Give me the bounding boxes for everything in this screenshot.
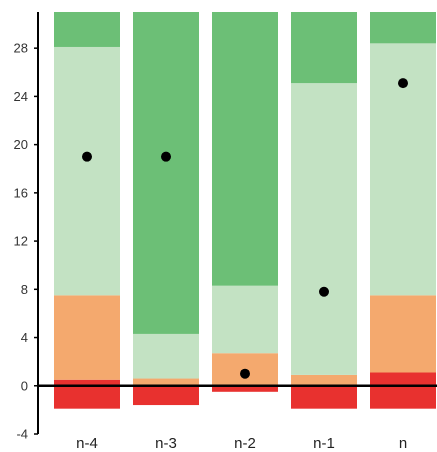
y-tick-label: -4	[16, 427, 28, 442]
bar-segment-n-1-2	[291, 83, 357, 375]
y-tick-label: 8	[21, 282, 28, 297]
bar-segment-n-1	[370, 295, 436, 373]
bar-segment-n-3	[370, 12, 436, 44]
y-tick-label: 28	[14, 41, 28, 56]
bar-segment-n-3-1	[133, 378, 199, 386]
x-category-label: n-4	[76, 435, 98, 452]
y-tick-label: 12	[14, 234, 28, 249]
bar-segment-n-1-1	[291, 374, 357, 386]
marker-point-n-2	[240, 368, 250, 379]
marker-point-n-4	[82, 151, 92, 162]
y-tick-label: 16	[14, 185, 28, 200]
marker-point-n-3	[161, 151, 171, 162]
bar-segment-n-2-0	[212, 385, 278, 392]
y-axis-ticks: -4 0 4 8 12 16 20 24 28	[14, 41, 38, 442]
bar-segment-n-4-1	[54, 295, 120, 380]
bar-segment-n-3-3	[133, 12, 199, 334]
bar-segment-n-4-3	[54, 12, 120, 47]
y-tick-label: 0	[21, 378, 28, 393]
x-category-label: n-3	[155, 435, 177, 452]
y-tick-label: 20	[14, 137, 28, 152]
bars-group	[54, 12, 436, 409]
y-tick-label: 4	[21, 330, 28, 345]
bar-segment-n-1-0	[291, 385, 357, 409]
marker-point-n	[398, 78, 408, 89]
x-category-label: n-1	[313, 435, 335, 452]
bar-segment-n-1-3	[291, 12, 357, 84]
markers-group	[82, 78, 408, 379]
bar-segment-n-2-2	[212, 285, 278, 354]
bar-segment-n-3-0	[133, 385, 199, 406]
bar-segment-n-3-2	[133, 333, 199, 379]
bar-segment-n-2-3	[212, 12, 278, 286]
x-category-label: n-2	[234, 435, 256, 452]
bar-segment-n-4-0	[54, 379, 120, 409]
y-tick-label: 24	[14, 89, 28, 104]
x-axis-labels: n-4 n-3 n-2 n-1 n	[76, 435, 407, 452]
x-category-label: n	[399, 435, 407, 452]
bar-segment-n-0	[370, 372, 436, 409]
marker-point-n-1	[319, 286, 329, 297]
bar-segment-n-4-2	[54, 46, 120, 296]
